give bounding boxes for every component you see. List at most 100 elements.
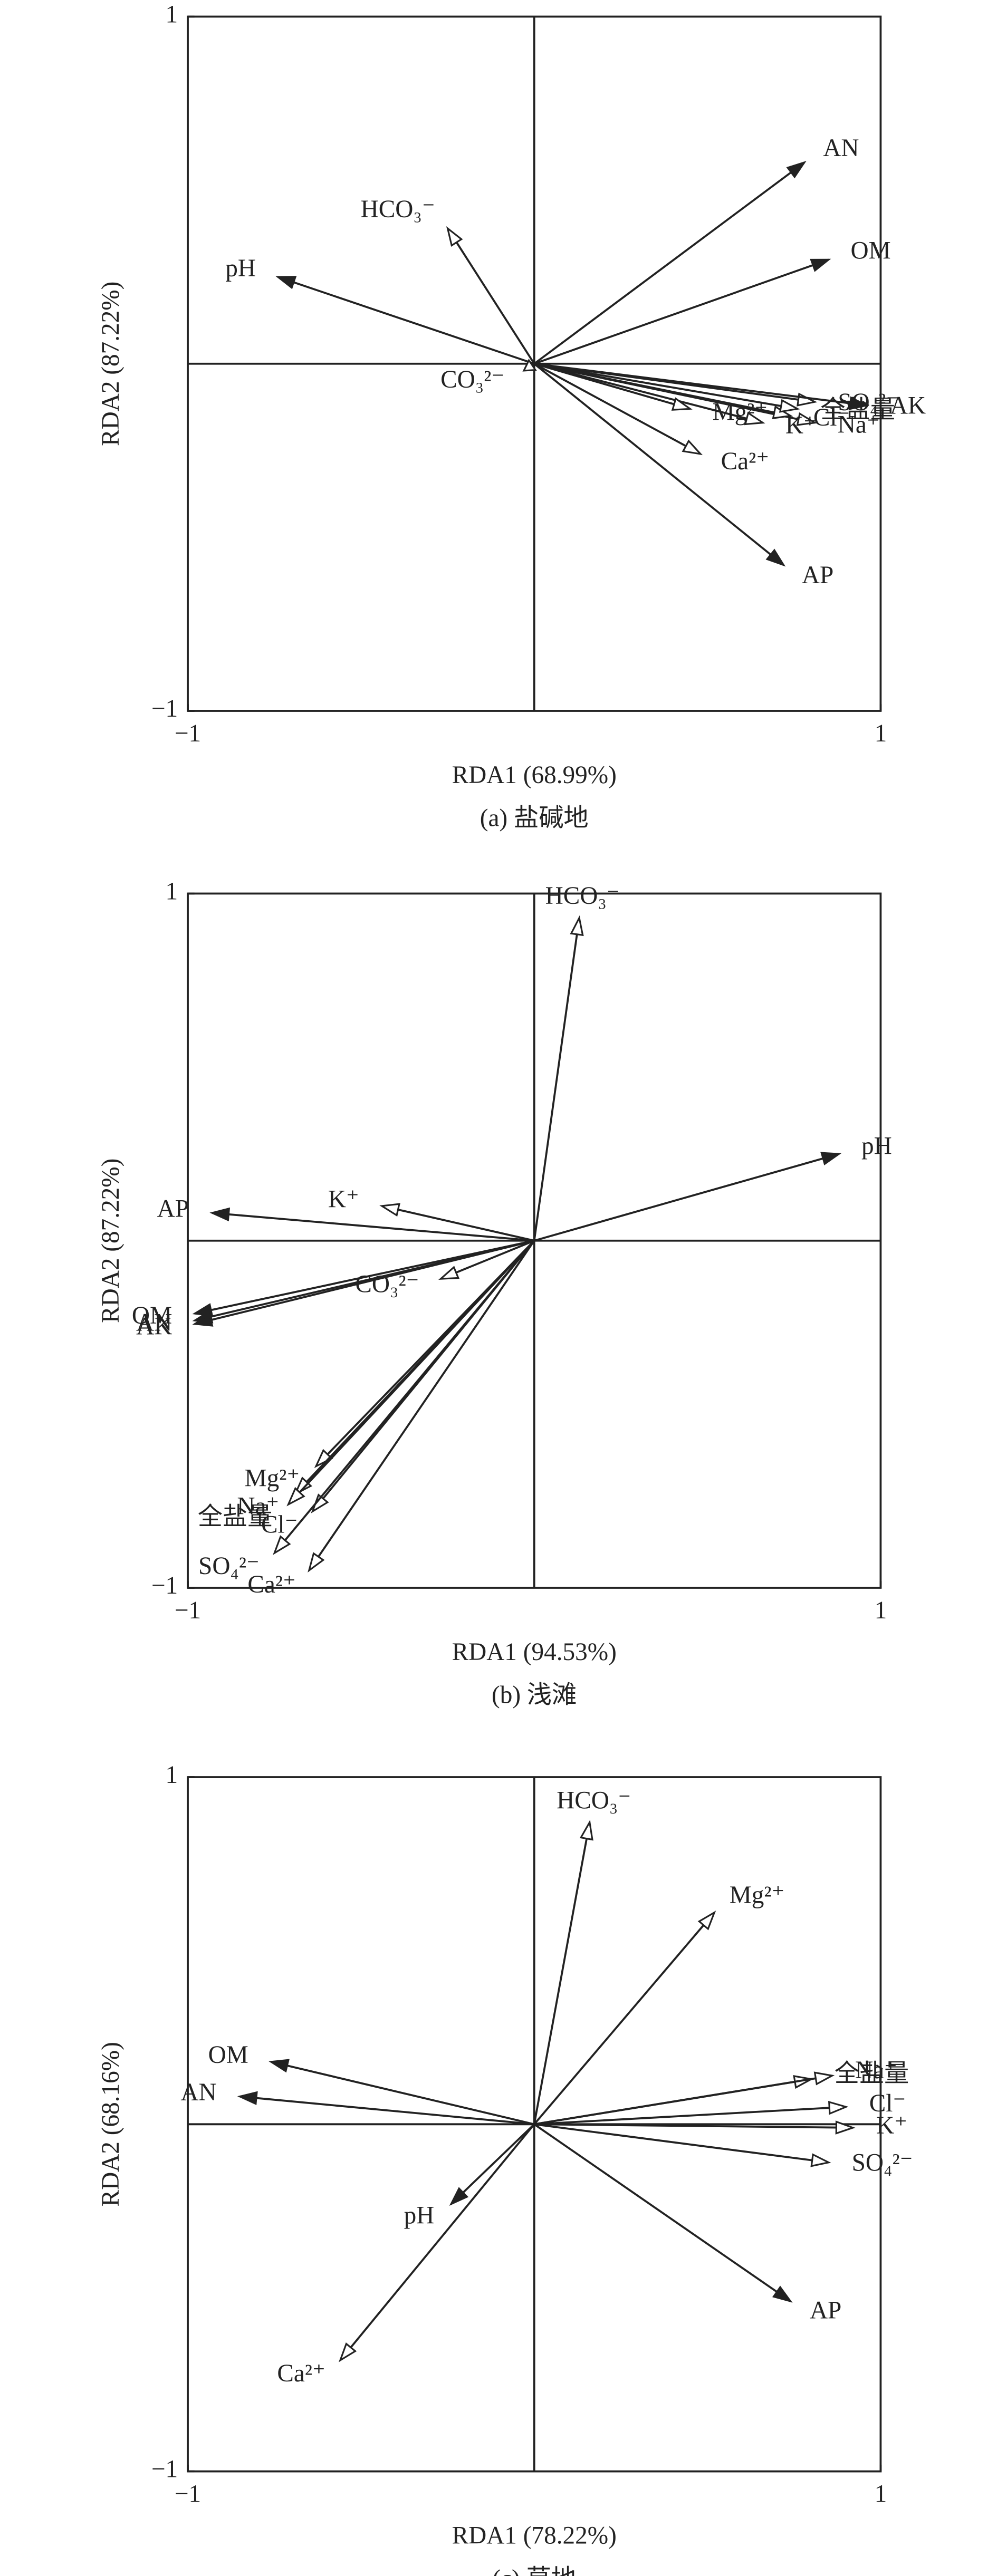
x-tick-label: −1	[175, 720, 201, 747]
x-axis-label: RDA1 (94.53%)	[452, 1638, 617, 1666]
arrow-head	[338, 2342, 357, 2362]
vector-label: K⁺	[785, 412, 817, 439]
x-tick-label: −1	[175, 1597, 201, 1624]
vector: Ca²⁺	[247, 1240, 535, 1598]
vector-label: AN	[136, 1309, 172, 1337]
vector: Na⁺	[534, 2057, 897, 2126]
vector-line	[534, 362, 747, 420]
vector-line	[534, 2107, 830, 2126]
arrow-head	[810, 2153, 831, 2167]
x-tick-label: 1	[875, 2481, 887, 2508]
arrow-head	[744, 411, 765, 426]
arrow-head	[786, 161, 807, 179]
arrow-head	[438, 1266, 460, 1280]
vector: Cl⁻	[534, 2090, 906, 2126]
vector-label: Na⁺	[838, 411, 880, 438]
vector: HCO₃⁻	[533, 1787, 631, 2125]
y-tick-label: −1	[151, 1572, 178, 1599]
arrow-head	[379, 1203, 400, 1217]
y-tick-label: 1	[166, 877, 178, 905]
vector-label: AN	[180, 2079, 216, 2106]
vector-line	[239, 2095, 534, 2126]
vector-line	[534, 2123, 837, 2129]
arrow-head	[779, 399, 800, 413]
arrow-head	[697, 1911, 716, 1931]
vector-line	[533, 363, 784, 566]
vector: OM	[208, 2041, 535, 2126]
vector-label: AP	[802, 562, 833, 589]
arrow-head	[275, 276, 297, 290]
arrow-head	[848, 396, 869, 410]
vector: Cl⁻	[534, 362, 850, 431]
vector: Mg²⁺	[245, 1240, 535, 1492]
arrow-head	[579, 1819, 593, 1841]
vector: Ca²⁺	[533, 363, 770, 475]
vector: HCO₃⁻	[361, 196, 535, 364]
vector: SO₄²⁻	[198, 1240, 535, 1580]
arrow-head	[192, 1313, 214, 1327]
arrow-head	[268, 2059, 290, 2073]
arrow-head	[828, 2101, 849, 2115]
vector-line	[533, 161, 806, 365]
vector-line	[534, 2123, 812, 2162]
vector-line	[533, 1924, 705, 2125]
x-tick-label: 1	[875, 1597, 887, 1624]
vector: K⁺	[534, 362, 817, 439]
arrow-head	[813, 2071, 835, 2086]
vector: 全盐量	[198, 1240, 535, 1531]
vector-label: AP	[157, 1195, 189, 1223]
y-tick-label: 1	[166, 1761, 178, 1789]
vector: pH	[225, 255, 535, 365]
x-axis-label: RDA1 (78.22%)	[452, 2522, 617, 2549]
vector-label: Ca²⁺	[277, 2360, 325, 2387]
vector: AN	[180, 2079, 534, 2126]
vector: AK	[534, 362, 926, 419]
vector: Ca²⁺	[277, 2124, 535, 2387]
vector-label: 全盐量	[835, 2060, 909, 2088]
arrow-head	[449, 2187, 469, 2206]
y-tick-label: 1	[166, 1, 178, 28]
vector-line	[284, 1240, 535, 1541]
vector-label: Cl⁻	[261, 1511, 298, 1538]
arrow-head	[570, 915, 584, 937]
arrow-head	[671, 397, 693, 411]
vector-label: K⁺	[328, 1185, 359, 1213]
vector-line	[533, 1838, 588, 2125]
y-tick-label: −1	[151, 2455, 178, 2483]
vector: K⁺	[534, 2112, 907, 2139]
vector: AN	[533, 134, 859, 365]
vector-label: Na⁺	[855, 2057, 897, 2084]
arrow-head	[797, 392, 818, 407]
vector-line	[534, 362, 782, 407]
vector-label: OM	[208, 2041, 248, 2069]
vector: AK	[136, 1239, 535, 1340]
vector: OM	[534, 237, 891, 365]
vector-label: pH	[861, 1133, 892, 1160]
vector-line	[318, 1240, 535, 1558]
vector-line	[212, 1212, 534, 1242]
vector-label: Cl⁻	[813, 404, 850, 431]
vector-label: Mg²⁺	[730, 1882, 785, 1909]
arrow-head	[765, 548, 786, 567]
vector-label: HCO₃⁻	[557, 1787, 631, 1814]
x-tick-label: 1	[875, 720, 887, 747]
vector-label: AK	[890, 392, 926, 419]
vector-line	[534, 362, 867, 407]
arrow-head	[308, 1552, 325, 1573]
y-axis-label: RDA2 (87.22%)	[97, 1159, 124, 1323]
caption: (c) 草地	[492, 2565, 576, 2576]
arrow-head	[522, 359, 537, 372]
vector: pH	[534, 1133, 892, 1242]
vector-line	[455, 1239, 535, 1273]
vector-line	[455, 242, 535, 364]
vector-line	[534, 362, 675, 406]
vector-label: HCO₃⁻	[361, 196, 435, 223]
vector-label: Ca²⁺	[721, 448, 770, 475]
vector-label: CO₃²⁻	[440, 366, 504, 393]
arrow-head	[237, 2091, 258, 2105]
vector-line	[450, 2123, 535, 2205]
vector-line	[398, 1209, 535, 1242]
vector-label: SO₄²⁻	[198, 1552, 260, 1580]
caption: (b) 浅滩	[492, 1682, 577, 1709]
